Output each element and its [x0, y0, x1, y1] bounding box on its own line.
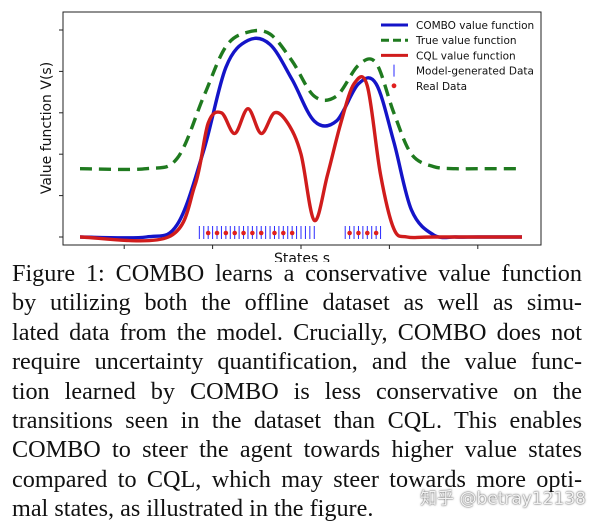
- real-data-point: [258, 230, 264, 236]
- caption-line: COMBO to steer the agent towards higher …: [12, 436, 582, 464]
- real-data-point: [223, 230, 229, 236]
- real-data-point: [289, 230, 295, 236]
- caption-line: Figure 1: COMBO learns a conservative va…: [12, 260, 582, 287]
- caption-line: lated data from the model. Crucially, CO…: [12, 318, 582, 346]
- legend-label: COMBO value function: [416, 20, 534, 32]
- caption-line: tion learned by COMBO is less conservati…: [12, 377, 582, 405]
- plot-frame: [62, 11, 542, 246]
- real-data-point: [241, 230, 246, 236]
- legend: COMBO value function True value function C…: [381, 20, 534, 93]
- data-marks-layer: [198, 226, 382, 239]
- real-data-point: [232, 230, 237, 236]
- real-data-point: [373, 230, 379, 236]
- legend-label: CQL value function: [416, 50, 516, 62]
- real-data-point: [356, 230, 361, 236]
- figure-caption: Figure 1: COMBO learns a conservative va…: [12, 259, 582, 524]
- real-data-point: [365, 230, 370, 236]
- caption-line: require uncertainty quantification, and …: [12, 348, 582, 376]
- watermark: 知乎 @betray12138: [420, 489, 586, 509]
- value-function-chart: States s Value function V(s) COMBO value…: [39, 11, 542, 262]
- x-axis-label: States s: [274, 251, 330, 262]
- caption-line: transitions seen in the dataset than CQL…: [12, 407, 582, 435]
- series-layer: [79, 28, 522, 243]
- series-line-2: [79, 75, 522, 243]
- real-data-point: [272, 230, 277, 236]
- real-data-point: [347, 230, 352, 236]
- caption-line: compared to CQL, which may steer towards…: [12, 465, 582, 493]
- real-data-point: [250, 230, 255, 236]
- legend-label: Model-generated Data: [416, 66, 534, 78]
- real-data-point: [214, 230, 220, 236]
- legend-label: True value function: [415, 35, 517, 47]
- legend-swatch: [391, 83, 397, 89]
- real-data-point: [205, 230, 211, 236]
- legend-label: Real Data: [416, 81, 467, 93]
- caption-line: by utilizing both the offline dataset as…: [12, 289, 582, 317]
- real-data-point: [281, 230, 286, 236]
- axis-ticks: [59, 29, 479, 249]
- series-line-1: [79, 28, 522, 172]
- y-axis-label: Value function V(s): [39, 62, 55, 194]
